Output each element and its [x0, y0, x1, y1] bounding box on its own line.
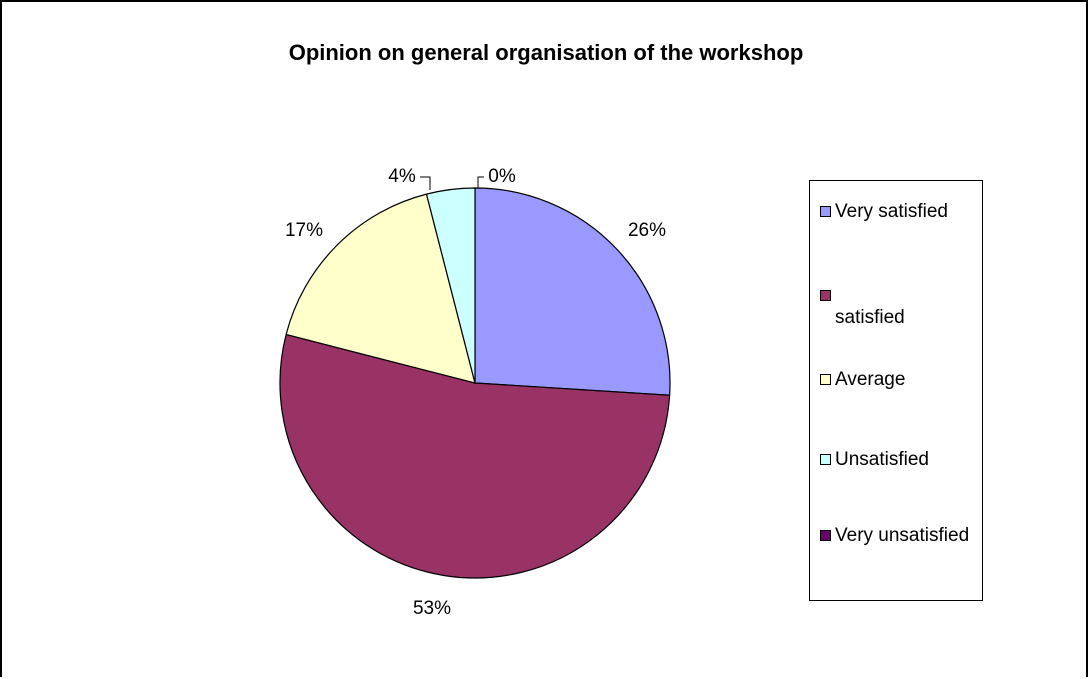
data-label-average: 17% [285, 220, 323, 241]
pie-slice-unsatisfied [425, 187, 476, 384]
pie-data-labels: 26% 53% 17% 4% 0% [285, 166, 666, 619]
data-label-very-satisfied: 26% [628, 220, 666, 241]
label-leader-lines [420, 176, 484, 190]
legend-swatch-very-unsatisfied [820, 530, 831, 541]
legend-swatch-satisfied [820, 290, 831, 301]
legend-label-satisfied: satisfied [835, 307, 905, 328]
pie-slices [279, 187, 671, 579]
leader-line-unsatisfied [420, 176, 431, 190]
data-label-satisfied: 53% [413, 598, 451, 619]
legend-swatch-unsatisfied [820, 454, 831, 465]
legend-label-average: Average [835, 369, 906, 390]
data-label-unsatisfied: 4% [388, 166, 416, 187]
chart-title: Opinion on general organisation of the w… [288, 40, 804, 65]
legend-label-unsatisfied: Unsatisfied [835, 449, 929, 470]
data-label-very-unsatisfied: 0% [488, 166, 516, 187]
leader-line-very-unsatisfied [477, 176, 484, 188]
pie-slice-average [285, 193, 476, 384]
pie-slice-very-satisfied [474, 187, 671, 396]
legend-swatch-average [820, 374, 831, 385]
legend: Very satisfied satisfied Average Unsatis… [809, 180, 983, 601]
legend-label-very-unsatisfied: Very unsatisfied [835, 525, 970, 546]
pie-slice-satisfied [279, 333, 671, 579]
legend-label-very-satisfied: Very satisfied [835, 201, 948, 222]
legend-swatch-very-satisfied [820, 206, 831, 217]
